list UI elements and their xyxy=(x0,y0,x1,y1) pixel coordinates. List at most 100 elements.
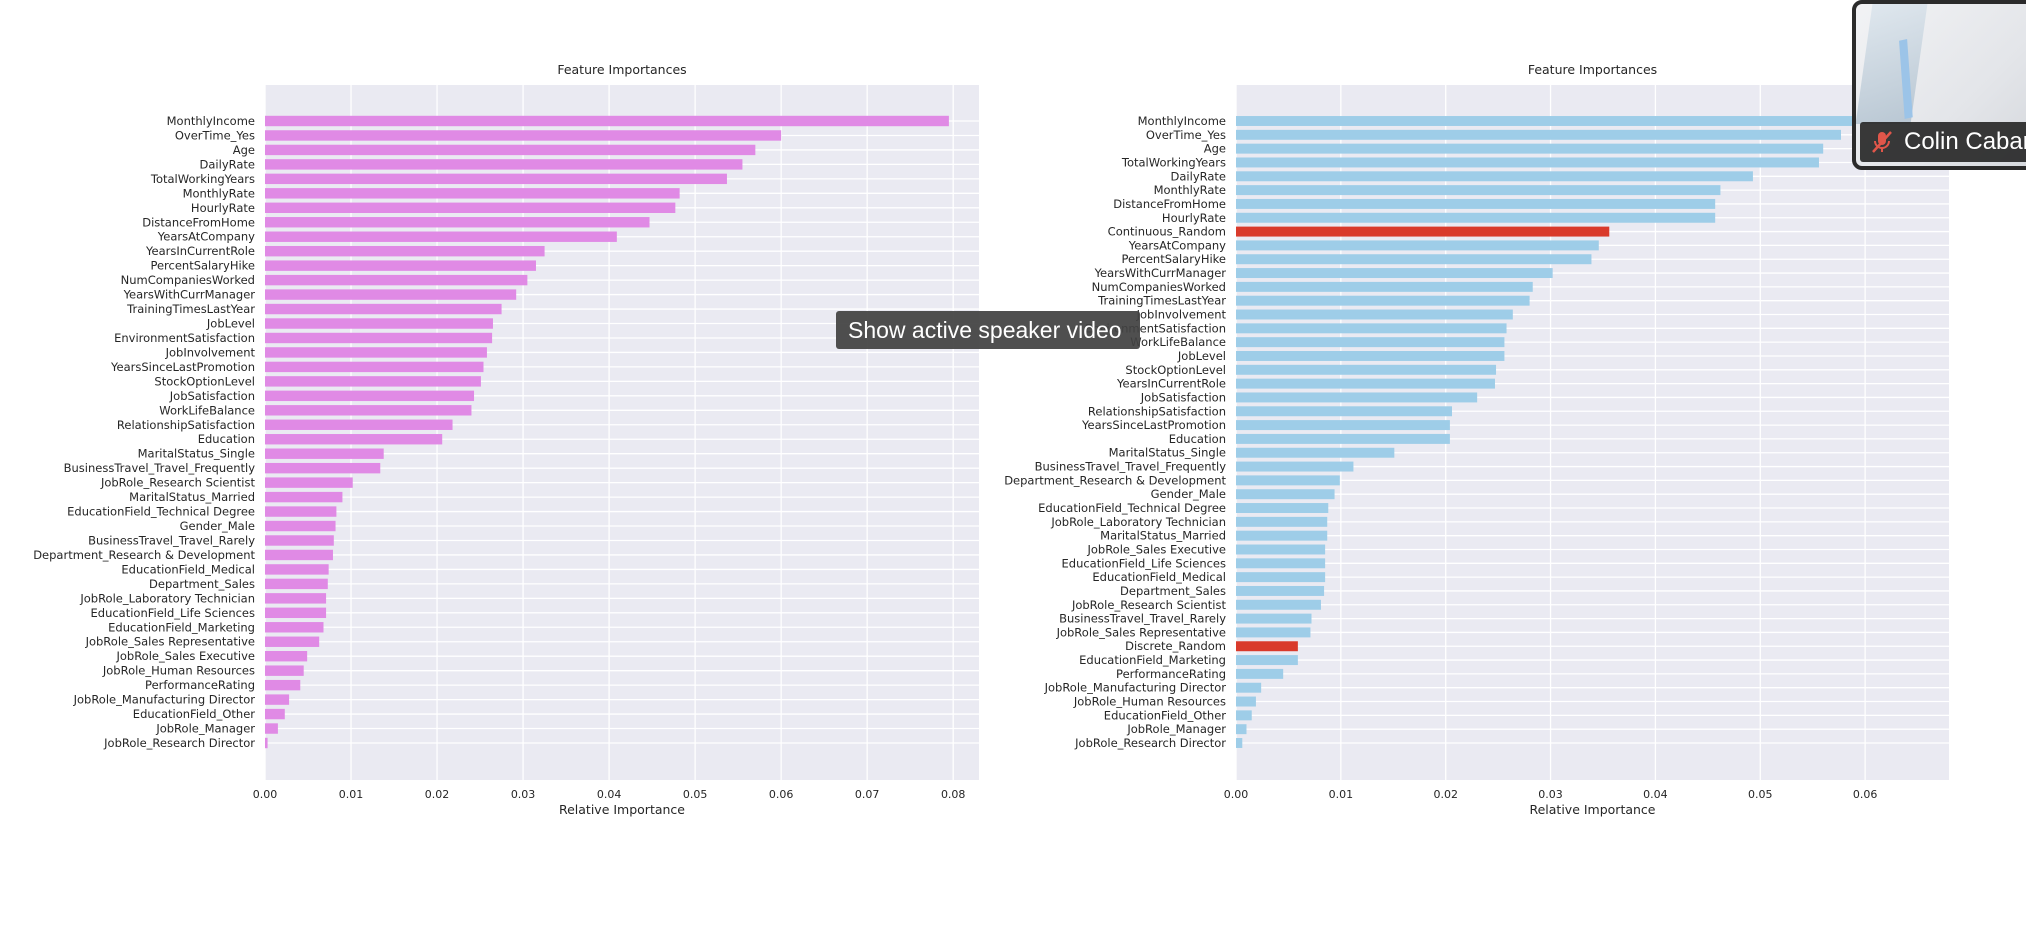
bar-yearsincurrentrole xyxy=(265,245,545,257)
y-tick-label: PerformanceRating xyxy=(145,678,255,692)
y-tick-label: EnvironmentSatisfaction xyxy=(114,331,255,345)
bar-yearssincelastpromotion xyxy=(265,361,484,373)
bar-discrete-random xyxy=(1236,641,1298,652)
x-tick-label: 0.06 xyxy=(1853,788,1878,801)
bar-gender-male xyxy=(265,520,336,532)
participant-name: Colin Cabar xyxy=(1904,128,2026,155)
y-tick-label: MaritalStatus_Married xyxy=(1100,529,1226,543)
bar-worklifebalance xyxy=(265,405,472,416)
y-tick-label: TrainingTimesLastYear xyxy=(1097,294,1226,308)
bar-maritalstatus-married xyxy=(1236,530,1328,541)
y-tick-label: JobLevel xyxy=(206,317,255,331)
y-tick-label: MonthlyIncome xyxy=(1138,114,1226,128)
y-tick-label: OverTime_Yes xyxy=(1146,128,1226,142)
y-tick-label: MonthlyRate xyxy=(183,186,255,200)
y-tick-label: JobRole_Sales Representative xyxy=(85,635,255,649)
y-tick-label: WorkLifeBalance xyxy=(1130,335,1226,349)
bar-jobinvolvement xyxy=(1236,309,1513,320)
y-tick-label: JobRole_Research Director xyxy=(103,736,255,750)
bar-jobrole-research-scientist xyxy=(1236,599,1321,610)
x-tick-label: 0.01 xyxy=(339,788,364,801)
participant-video-tile[interactable]: Colin Cabar xyxy=(1852,0,2026,170)
bar-monthlyrate xyxy=(1236,185,1721,196)
y-tick-label: BusinessTravel_Travel_Frequently xyxy=(64,461,256,475)
y-tick-label: Department_Research & Development xyxy=(1004,473,1226,487)
y-tick-label: EducationField_Other xyxy=(133,707,255,721)
bar-jobrole-research-director xyxy=(265,737,268,749)
bar-monthlyincome xyxy=(265,115,949,127)
bar-jobsatisfaction xyxy=(1236,392,1478,403)
y-tick-label: BusinessTravel_Travel_Rarely xyxy=(1059,612,1226,626)
bar-educationfield-marketing xyxy=(265,622,324,633)
bar-dailyrate xyxy=(265,159,743,170)
y-tick-label: OverTime_Yes xyxy=(175,128,255,142)
bar-percentsalaryhike xyxy=(265,260,536,271)
bar-businesstravel-travel-frequently xyxy=(265,462,381,474)
bar-performancerating xyxy=(265,679,301,691)
bar-jobrole-sales-executive xyxy=(1236,544,1326,555)
x-tick-label: 0.03 xyxy=(511,788,536,801)
y-tick-label: BusinessTravel_Travel_Frequently xyxy=(1035,460,1227,474)
y-tick-label: YearsInCurrentRole xyxy=(145,244,255,258)
y-tick-label: JobRole_Manufacturing Director xyxy=(73,693,256,707)
y-tick-label: EducationField_Life Sciences xyxy=(1062,556,1227,570)
y-tick-label: DistanceFromHome xyxy=(142,215,255,229)
video-background-window xyxy=(1856,4,1928,124)
y-tick-label: StockOptionLevel xyxy=(154,374,255,388)
bar-hourlyrate xyxy=(1236,212,1716,223)
bar-yearsatcompany xyxy=(265,231,617,242)
y-tick-label: JobLevel xyxy=(1177,349,1226,363)
bar-gender-male xyxy=(1236,489,1335,500)
y-tick-label: NumCompaniesWorked xyxy=(1092,280,1226,294)
bar-businesstravel-travel-rarely xyxy=(1236,613,1312,624)
y-tick-label: Discrete_Random xyxy=(1125,639,1226,653)
y-tick-label: JobRole_Manager xyxy=(1126,722,1226,736)
y-tick-label: YearsAtCompany xyxy=(157,230,255,244)
y-tick-label: WorkLifeBalance xyxy=(159,403,255,417)
x-axis-label: Relative Importance xyxy=(1529,802,1655,817)
y-tick-label: TrainingTimesLastYear xyxy=(126,302,255,316)
bar-department-sales xyxy=(265,578,328,590)
bar-jobrole-manager xyxy=(1236,724,1247,735)
bar-maritalstatus-married xyxy=(265,491,343,503)
y-tick-label: JobSatisfaction xyxy=(1140,390,1226,404)
y-tick-label: JobRole_Research Scientist xyxy=(100,476,256,490)
y-tick-label: JobRole_Sales Representative xyxy=(1056,625,1226,639)
y-tick-label: JobInvolvement xyxy=(165,345,256,359)
x-tick-label: 0.05 xyxy=(683,788,708,801)
bar-educationfield-marketing xyxy=(1236,655,1298,666)
y-tick-label: TotalWorkingYears xyxy=(150,172,255,186)
y-tick-label: JobRole_Manager xyxy=(155,722,255,736)
y-tick-label: JobRole_Sales Executive xyxy=(1086,542,1226,556)
bar-educationfield-other xyxy=(1236,710,1252,721)
y-tick-label: JobSatisfaction xyxy=(169,389,255,403)
x-tick-label: 0.04 xyxy=(597,788,622,801)
y-tick-label: YearsAtCompany xyxy=(1128,238,1226,252)
participant-name-tag: Colin Cabar xyxy=(1860,122,2026,162)
bar-numcompaniesworked xyxy=(265,274,528,286)
bar-jobrole-laboratory-technician xyxy=(265,593,327,604)
y-tick-label: MaritalStatus_Single xyxy=(138,447,255,461)
y-tick-label: YearsWithCurrManager xyxy=(1094,266,1227,280)
bar-educationfield-medical xyxy=(1236,572,1326,583)
y-tick-label: MaritalStatus_Married xyxy=(129,490,255,504)
y-tick-label: Age xyxy=(1204,142,1226,156)
bar-jobrole-human-resources xyxy=(265,665,304,676)
y-tick-label: RelationshipSatisfaction xyxy=(1088,404,1226,418)
bar-yearsatcompany xyxy=(1236,240,1599,251)
y-tick-label: EducationField_Technical Degree xyxy=(1038,501,1226,515)
bar-percentsalaryhike xyxy=(1236,254,1592,265)
y-tick-label: YearsInCurrentRole xyxy=(1116,377,1226,391)
y-tick-label: MonthlyRate xyxy=(1154,183,1226,197)
bar-worklifebalance xyxy=(1236,337,1505,348)
y-tick-label: YearsWithCurrManager xyxy=(123,288,256,302)
bar-department-sales xyxy=(1236,585,1325,596)
y-tick-label: DailyRate xyxy=(200,157,255,171)
bar-joblevel xyxy=(1236,351,1505,361)
y-tick-label: DailyRate xyxy=(1171,169,1226,183)
y-tick-label: Department_Sales xyxy=(149,577,255,591)
y-tick-label: Age xyxy=(233,143,255,157)
bar-jobrole-manager xyxy=(265,723,278,734)
bar-yearswithcurrmanager xyxy=(265,289,517,300)
